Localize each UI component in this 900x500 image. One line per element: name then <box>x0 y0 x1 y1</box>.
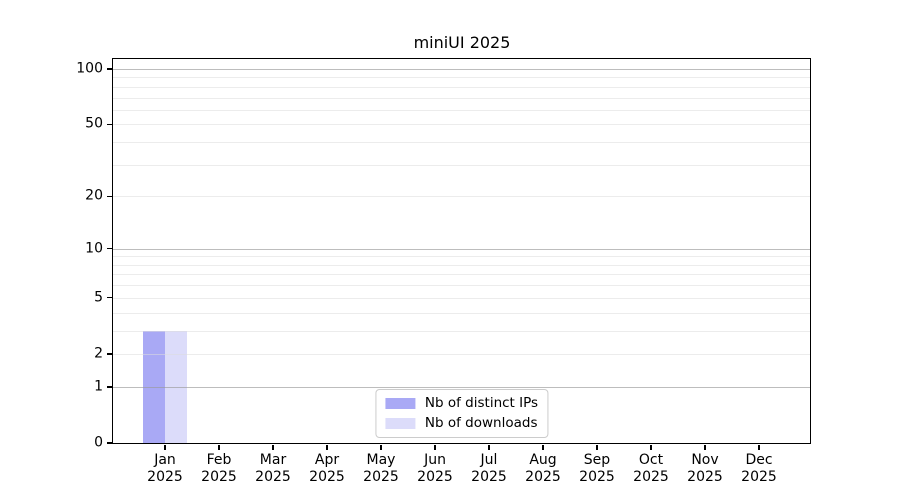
x-tick-mark <box>650 444 652 450</box>
x-tick-year: 2025 <box>579 469 615 485</box>
bar-nb-of-downloads <box>165 330 187 443</box>
legend-label-downloads: Nb of downloads <box>424 415 538 431</box>
ticks-layer: 100 50 20 10 5 2 1 0 Jan 2025 Feb 2025 Mar 2025 Apr 202… <box>76 59 810 485</box>
gridline-major <box>113 69 810 70</box>
bars-layer <box>113 59 810 443</box>
x-tick-year: 2025 <box>471 469 507 485</box>
x-tick-month: Feb <box>206 452 232 468</box>
x-tick-label: Jun 2025 <box>395 452 475 486</box>
x-tick-year: 2025 <box>255 469 291 485</box>
x-tick-year: 2025 <box>363 469 399 485</box>
legend-item-distinct-ips: Nb of distinct IPs <box>384 395 539 411</box>
x-tick-mark <box>434 444 436 450</box>
gridline-minor <box>113 256 810 258</box>
plot-area: 100 50 20 10 5 2 1 0 Jan 2025 Feb 2025 Mar 2025 Apr 202… <box>76 58 811 485</box>
y-tick-mark <box>106 386 112 388</box>
x-tick-year: 2025 <box>687 469 723 485</box>
gridline-minor <box>113 297 810 299</box>
x-tick-month: Dec <box>745 452 773 468</box>
gridline-minor <box>113 274 810 276</box>
gridline-major <box>113 386 810 388</box>
gridline-minor <box>113 142 810 144</box>
x-tick-month: Mar <box>259 452 287 468</box>
x-tick-label: Nov 2025 <box>665 452 745 486</box>
legend-item-downloads: Nb of downloads <box>384 415 538 431</box>
y-tick-mark <box>106 68 112 70</box>
y-tick-mark <box>106 353 112 355</box>
y-tick-label: 0 <box>94 434 103 451</box>
x-tick-mark <box>326 444 328 450</box>
gridline-minor <box>113 264 810 266</box>
x-tick-mark <box>758 444 760 450</box>
y-tick-label: 1 <box>94 378 103 395</box>
x-tick-year: 2025 <box>201 469 237 485</box>
x-tick-label: Jul 2025 <box>449 452 529 486</box>
x-tick-year: 2025 <box>525 469 561 485</box>
gridline-minor <box>113 86 810 88</box>
x-tick-label: Jan 2025 <box>125 452 205 486</box>
y-tick-mark <box>106 297 112 299</box>
x-tick-mark <box>272 444 274 450</box>
x-tick-month: May <box>366 452 396 468</box>
x-tick-month: Nov <box>691 452 719 468</box>
x-tick-year: 2025 <box>633 469 669 485</box>
x-tick-label: Dec 2025 <box>719 452 799 486</box>
x-tick-year: 2025 <box>417 469 453 485</box>
y-tick-mark <box>106 247 112 250</box>
x-tick-label: Mar 2025 <box>233 452 313 486</box>
x-tick-month: Sep <box>583 452 611 468</box>
x-tick-year: 2025 <box>147 469 183 485</box>
x-tick-month: Jul <box>480 452 498 468</box>
grid-layer <box>113 59 810 443</box>
y-tick-label: 50 <box>85 116 103 133</box>
legend-label-distinct-ips: Nb of distinct IPs <box>424 395 539 411</box>
x-tick-mark <box>218 444 220 450</box>
y-tick-label: 5 <box>94 289 103 306</box>
y-tick-label: 20 <box>85 187 103 204</box>
x-tick-mark <box>704 444 706 450</box>
x-tick-year: 2025 <box>309 469 345 485</box>
x-tick-label: Sep 2025 <box>557 452 637 486</box>
chart-title: miniUI 2025 <box>413 33 511 52</box>
gridline-minor <box>113 109 810 111</box>
gridline-major <box>113 248 810 250</box>
y-tick-label: 10 <box>85 240 103 257</box>
gridline-minor <box>113 77 810 79</box>
y-tick-label: 2 <box>94 345 103 362</box>
y-tick-label: 100 <box>76 60 103 77</box>
legend-swatch-distinct-ips-icon <box>384 398 415 409</box>
gridline-minor <box>113 97 810 99</box>
bar-nb-of-distinct-ips <box>143 330 165 443</box>
x-tick-year: 2025 <box>741 469 777 485</box>
x-tick-label: Oct 2025 <box>611 452 691 486</box>
x-tick-label: May 2025 <box>341 452 421 486</box>
x-tick-label: Apr 2025 <box>287 452 367 486</box>
y-tick-mark <box>106 195 112 197</box>
x-tick-mark <box>488 444 490 450</box>
gridline-minor <box>113 353 810 355</box>
x-tick-mark <box>380 444 382 450</box>
gridline-minor <box>113 330 810 332</box>
x-tick-month: Jan <box>154 452 176 468</box>
x-tick-month: Oct <box>638 452 664 468</box>
x-tick-mark <box>164 444 166 450</box>
gridline-minor <box>113 312 810 314</box>
gridline-minor <box>113 285 810 287</box>
x-tick-label: Aug 2025 <box>503 452 583 486</box>
legend: Nb of distinct IPs Nb of downloads <box>374 389 549 438</box>
legend-swatch-downloads-icon <box>384 418 415 429</box>
gridline-minor <box>113 196 810 198</box>
y-tick-mark <box>106 123 112 126</box>
y-tick-mark <box>106 442 112 444</box>
x-tick-mark <box>596 444 598 450</box>
gridline-minor <box>113 124 810 126</box>
x-tick-month: Apr <box>314 452 340 468</box>
gridline-minor <box>113 164 810 166</box>
x-tick-label: Feb 2025 <box>179 452 259 486</box>
x-tick-mark <box>542 444 544 450</box>
x-tick-month: Aug <box>529 452 557 468</box>
x-tick-month: Jun <box>424 452 446 468</box>
